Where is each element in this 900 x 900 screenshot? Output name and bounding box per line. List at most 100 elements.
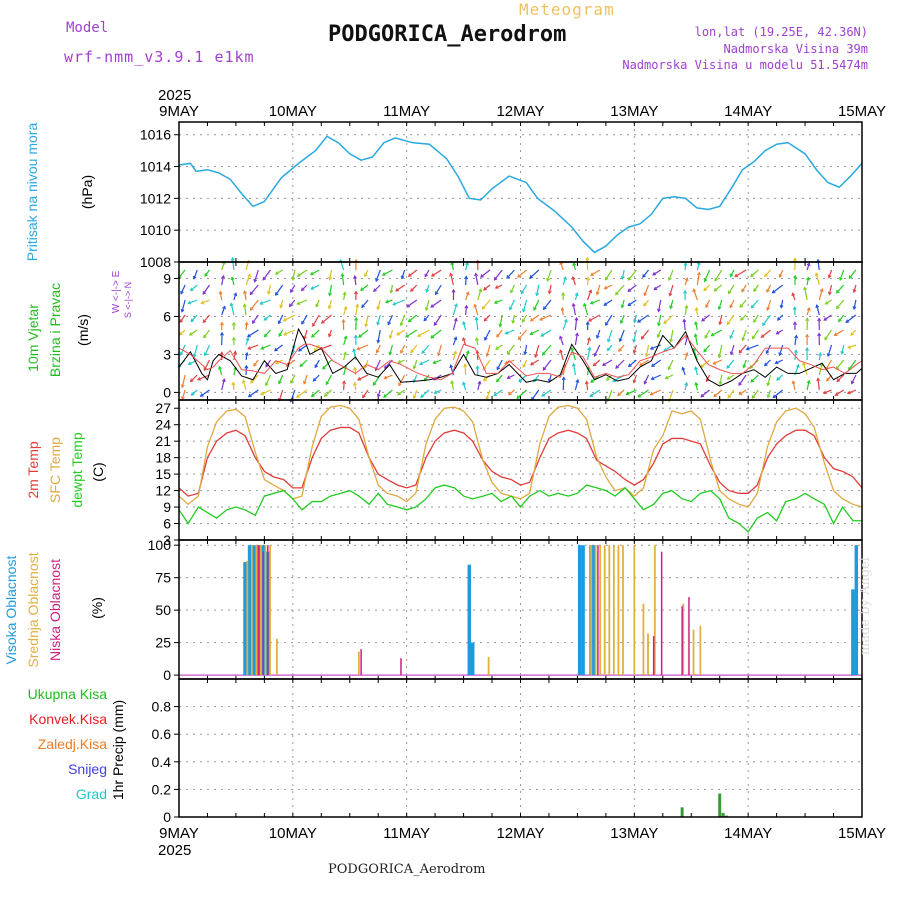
wind-arrow [530, 329, 540, 335]
wind-arrow [262, 269, 271, 281]
wind-arrow-head [669, 338, 673, 343]
wind-arrow-head [588, 318, 592, 322]
wind-arrow-head [547, 290, 552, 295]
wind-arrow [619, 329, 625, 342]
wind-arrow [588, 314, 601, 322]
wind-arrow-head [684, 277, 689, 282]
wind-arrow-head [632, 379, 637, 384]
wind-arrow-head [667, 366, 672, 371]
wind-arrow-head [795, 363, 800, 368]
wind-arrow-head [803, 286, 808, 291]
wind-arrow-head [644, 353, 649, 358]
pressure-series-line [178, 135, 863, 254]
cloud-low-bar [360, 649, 362, 676]
wind-arrow-head [717, 354, 722, 359]
cloud-mid-bar [255, 545, 258, 676]
wind-arrow-head [260, 391, 264, 396]
wind-arrow-head [244, 364, 249, 369]
wind-arrow-head [718, 381, 723, 386]
wind-arrow-head [668, 292, 673, 297]
wind-arrow-head [739, 317, 744, 321]
wind-arrow-head [264, 382, 269, 387]
wind-arrow-head [362, 394, 366, 399]
wind-arrow [607, 329, 613, 342]
wind-arrow-head [360, 287, 364, 291]
wind-arrow [645, 344, 650, 357]
wind-arrow [290, 374, 296, 384]
wind-arrow [425, 299, 430, 311]
wind-arrow-head [684, 352, 689, 356]
wind-arrow [621, 299, 625, 308]
wind-arrow [437, 344, 442, 356]
wind-arrow-head [437, 352, 441, 357]
wind-arrow-head [250, 379, 254, 384]
wind-arrow [193, 269, 198, 280]
wind-arrow [377, 329, 381, 343]
wind-arrow [361, 299, 369, 308]
wind-arrow-head [179, 319, 184, 323]
wind-arrow [845, 314, 857, 323]
wind-arrow [734, 269, 747, 278]
wind-arrow-head [529, 275, 533, 279]
wind-arrow [529, 269, 540, 279]
wind-arrow [343, 292, 346, 301]
wind-arrow [572, 276, 576, 286]
wind-arrow-head [354, 316, 359, 321]
wind-arrow-head [496, 378, 500, 383]
wind-arrow [794, 335, 798, 346]
cloud-low-bar [267, 545, 269, 676]
wind-arrow-head [749, 365, 754, 369]
wind-arrow [703, 284, 710, 292]
x-tick-label-top: 15MAY [838, 103, 886, 120]
y-tick-label: 0 [163, 384, 171, 400]
cloud-low-bar [660, 551, 663, 676]
wind-arrow [669, 284, 674, 296]
wind-arrow-head [741, 337, 746, 342]
wind-arrow-head [277, 320, 282, 325]
wind-arrow [495, 344, 503, 350]
wind-arrow-head [397, 360, 402, 364]
wind-arrow [509, 299, 515, 310]
wind-arrow-head [805, 347, 810, 351]
wind-arrow-head [760, 334, 765, 338]
wind-arrow-head [475, 365, 480, 370]
wind-arrow [179, 329, 186, 336]
wind-arrow-head [420, 394, 424, 398]
cloud-high-bar [577, 545, 582, 676]
wind-arrow-head [617, 392, 621, 397]
wind-arrow-head [464, 304, 469, 309]
wind-arrow-head [791, 380, 796, 385]
wind-arrow-head [493, 276, 498, 281]
wind-arrow [772, 284, 784, 294]
wind-arrow-head [410, 349, 414, 354]
cloud-low-bar [257, 545, 260, 676]
wind-arrow [249, 284, 259, 295]
wind-arrow [727, 389, 735, 399]
wind-arrow-head [481, 305, 486, 310]
wind-arrow-head [826, 353, 831, 358]
cloud-mid-bar [260, 545, 262, 676]
wind-arrow-head [585, 321, 590, 325]
wind-arrow [221, 261, 226, 271]
wind-arrow [400, 344, 406, 354]
wind-arrow [572, 363, 576, 376]
wind-arrow [767, 374, 772, 386]
wind-arrow-head [587, 346, 592, 351]
wind-arrow-head [714, 277, 718, 282]
wind-arrow-head [713, 287, 718, 292]
wind-arrow [221, 275, 225, 286]
wind-arrow-head [517, 274, 521, 278]
wind-arrow [543, 299, 552, 310]
wind-arrow-head [657, 308, 661, 313]
wind-arrow [764, 359, 771, 367]
wind-arrow-head [296, 273, 301, 277]
wind-arrow-head [793, 349, 798, 354]
wind-arrow [424, 269, 430, 277]
y-tick-label: 6 [163, 516, 171, 532]
wind-compass-sublabel: S <-|-> N [123, 282, 133, 318]
wind-axis-title-2: Brzina i Pravac [47, 283, 63, 377]
wind-arrow [627, 299, 637, 307]
wind-arrow [541, 389, 552, 397]
wind-arrow-head [653, 286, 658, 291]
wind-arrow-head [384, 299, 389, 304]
